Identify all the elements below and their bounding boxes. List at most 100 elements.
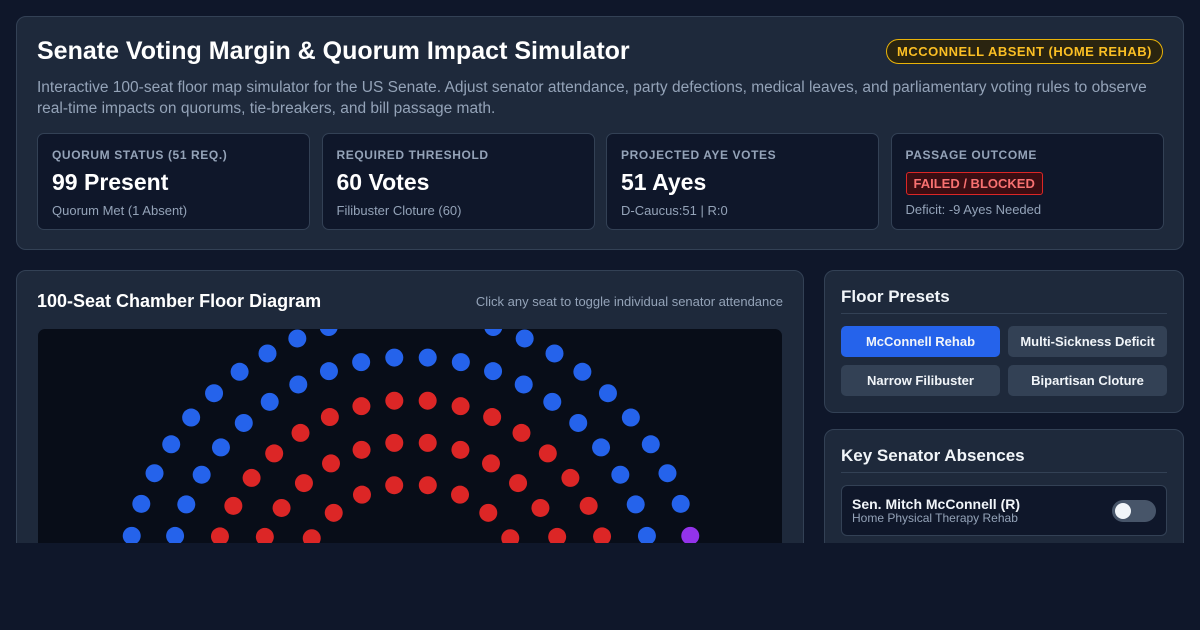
seat[interactable]: [484, 328, 503, 337]
presets-title: Floor Presets: [841, 287, 950, 306]
seat[interactable]: [418, 476, 437, 495]
seat[interactable]: [573, 362, 592, 381]
seat[interactable]: [483, 408, 502, 427]
seat[interactable]: [531, 498, 550, 517]
seat[interactable]: [579, 496, 598, 515]
seat[interactable]: [319, 362, 338, 381]
seat[interactable]: [451, 440, 470, 459]
seat[interactable]: [592, 438, 611, 457]
seat[interactable]: [182, 408, 201, 427]
seat[interactable]: [385, 433, 404, 452]
seat[interactable]: [258, 344, 277, 363]
seat[interactable]: [418, 348, 437, 367]
seat[interactable]: [385, 348, 404, 367]
seat[interactable]: [211, 438, 230, 457]
seat[interactable]: [626, 495, 645, 514]
seat[interactable]: [230, 362, 249, 381]
seat[interactable]: [501, 529, 520, 543]
seat[interactable]: [289, 375, 308, 394]
attendance-toggle[interactable]: [1112, 500, 1156, 522]
toggle-knob: [1115, 503, 1131, 519]
seat[interactable]: [451, 485, 470, 504]
stat-card: QUORUM STATUS (51 REQ.) 99 Present Quorum …: [37, 133, 310, 230]
seat[interactable]: [265, 444, 284, 463]
seat[interactable]: [352, 397, 371, 416]
seat[interactable]: [385, 391, 404, 410]
presets-panel: Floor Presets McConnell Rehab Multi-Sickn…: [824, 270, 1184, 413]
seat[interactable]: [352, 485, 371, 504]
preset-button[interactable]: Bipartisan Cloture: [1008, 365, 1167, 396]
seat[interactable]: [242, 468, 261, 487]
stat-label: PROJECTED AYE VOTES: [621, 148, 777, 162]
seat[interactable]: [210, 527, 229, 543]
seat[interactable]: [192, 465, 211, 484]
stat-label: PASSAGE OUTCOME: [905, 148, 1037, 162]
seat[interactable]: [509, 474, 528, 493]
seat[interactable]: [288, 329, 307, 348]
seat[interactable]: [543, 392, 562, 411]
seat[interactable]: [484, 362, 503, 381]
seat[interactable]: [324, 503, 343, 522]
seat[interactable]: [561, 468, 580, 487]
seat[interactable]: [418, 433, 437, 452]
seat[interactable]: [132, 494, 151, 513]
seat[interactable]: [352, 353, 371, 372]
absences-panel: Key Senator Absences Sen. Mitch McConnel…: [824, 429, 1184, 543]
seat[interactable]: [177, 495, 196, 514]
seat[interactable]: [162, 435, 181, 454]
seat[interactable]: [145, 464, 164, 483]
preset-button[interactable]: Narrow Filibuster: [841, 365, 1000, 396]
seat[interactable]: [205, 384, 224, 403]
seat[interactable]: [451, 353, 470, 372]
seat[interactable]: [272, 498, 291, 517]
seat[interactable]: [224, 496, 243, 515]
seat[interactable]: [598, 384, 617, 403]
description: Interactive 100-seat floor map simulator…: [37, 79, 1147, 117]
stat-value: FAILED / BLOCKED: [905, 172, 1043, 195]
seat[interactable]: [320, 408, 339, 427]
seat[interactable]: [538, 444, 557, 463]
seat[interactable]: [641, 435, 660, 454]
seat[interactable]: [322, 454, 340, 473]
seat[interactable]: [122, 526, 141, 543]
seat[interactable]: [319, 328, 338, 337]
preset-button[interactable]: Multi-Sickness Deficit: [1008, 326, 1167, 357]
seat[interactable]: [302, 529, 321, 543]
seat[interactable]: [418, 391, 437, 410]
stat-note: Deficit: -9 Ayes Needed: [905, 202, 1042, 217]
stat-card: REQUIRED THRESHOLD 60 Votes Filibuster Clo…: [321, 133, 595, 230]
stat-value: 51 Ayes: [621, 169, 707, 195]
seat[interactable]: [611, 465, 630, 484]
chamber-title: 100-Seat Chamber Floor Diagram: [37, 291, 322, 311]
stat-note: Filibuster Cloture (60): [336, 203, 462, 218]
stat-value: 60 Votes: [336, 169, 430, 195]
title: Senate Voting Margin & Quorum Impact Sim…: [37, 37, 630, 65]
seat[interactable]: [234, 413, 253, 432]
seat[interactable]: [593, 527, 612, 543]
seat[interactable]: [512, 423, 531, 442]
seat[interactable]: [548, 527, 567, 543]
seat[interactable]: [385, 476, 404, 495]
seat[interactable]: [255, 527, 274, 543]
seat[interactable]: [479, 503, 498, 522]
seat[interactable]: [671, 494, 690, 513]
seat[interactable]: [569, 413, 588, 432]
senator-detail: Home Physical Therapy Rehab: [852, 511, 1018, 525]
seat[interactable]: [451, 397, 470, 416]
seat[interactable]: [621, 408, 640, 427]
stat-label: QUORUM STATUS (51 REQ.): [52, 148, 228, 162]
seat[interactable]: [294, 474, 313, 493]
preset-button[interactable]: McConnell Rehab: [841, 326, 1000, 357]
seat[interactable]: [166, 526, 185, 543]
seat[interactable]: [482, 454, 500, 473]
seat[interactable]: [515, 329, 534, 348]
seat[interactable]: [260, 392, 279, 411]
seat[interactable]: [658, 464, 677, 483]
seat[interactable]: [291, 423, 310, 442]
seat[interactable]: [352, 440, 371, 459]
seat[interactable]: [514, 375, 533, 394]
seat[interactable]: [681, 526, 700, 543]
absences-title: Key Senator Absences: [841, 446, 1025, 465]
seat[interactable]: [637, 526, 656, 543]
seat[interactable]: [545, 344, 564, 363]
